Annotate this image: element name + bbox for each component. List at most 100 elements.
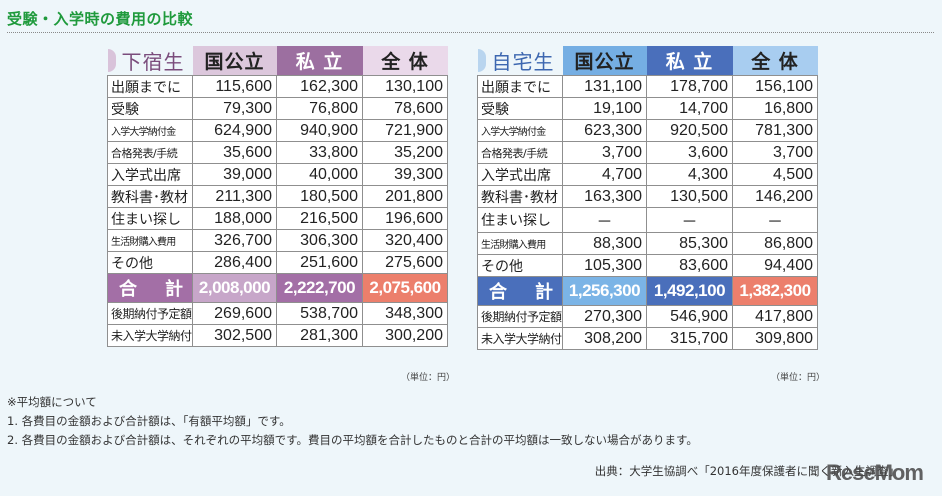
table-row: 合格発表/手続 3,700 3,600 3,700 bbox=[477, 141, 818, 164]
cell-value: 180,500 bbox=[276, 185, 363, 208]
cell-value: 39,000 bbox=[192, 163, 277, 186]
table-row: 後期納付予定額 270,300 546,900 417,800 bbox=[477, 305, 818, 328]
cell-value: 623,300 bbox=[562, 119, 647, 142]
row-label: 受験 bbox=[477, 97, 563, 120]
cell-value: 781,300 bbox=[732, 119, 818, 142]
row-label: 入学大学納付金 bbox=[107, 119, 193, 142]
cell-value: 16,800 bbox=[732, 97, 818, 120]
table-row: 住まい探し － － － bbox=[477, 207, 818, 233]
cell-value: 4,300 bbox=[646, 163, 733, 186]
total-zentai: 1,382,300 bbox=[732, 276, 818, 306]
row-label: 住まい探し bbox=[107, 207, 193, 230]
page-title: 受験・入学時の費用の比較 bbox=[7, 10, 194, 28]
row-label: 住まい探し bbox=[477, 207, 563, 233]
row-label: 生活財購入費用 bbox=[477, 232, 563, 255]
row-label: 後期納付予定額 bbox=[107, 302, 193, 325]
table-row: 合格発表/手続 35,600 33,800 35,200 bbox=[107, 141, 448, 164]
cell-value: 188,000 bbox=[192, 207, 277, 230]
cell-value: 156,100 bbox=[732, 75, 818, 98]
cell-value: 14,700 bbox=[646, 97, 733, 120]
title-divider bbox=[7, 32, 934, 33]
row-label: 未入学大学納付金 bbox=[477, 327, 563, 350]
cell-value: 270,300 bbox=[562, 305, 647, 328]
table-row: 受験 19,100 14,700 16,800 bbox=[477, 97, 818, 120]
cell-value: 105,300 bbox=[562, 254, 647, 277]
cell-value: 88,300 bbox=[562, 232, 647, 255]
cell-value: 320,400 bbox=[362, 229, 448, 252]
cell-value: 251,600 bbox=[276, 251, 363, 274]
cell-value: 4,700 bbox=[562, 163, 647, 186]
cell-value: 86,800 bbox=[732, 232, 818, 255]
row-label: 合格発表/手続 bbox=[107, 141, 193, 164]
notes-section: ※平均額について 1. 各費目の金額および合計額は、「有額平均額」です。 2. … bbox=[7, 393, 698, 450]
row-label: 出願までに bbox=[107, 75, 193, 98]
cell-value: 286,400 bbox=[192, 251, 277, 274]
cell-value: 721,900 bbox=[362, 119, 448, 142]
table-row: その他 286,400 251,600 275,600 bbox=[107, 251, 448, 274]
geshuku-table-container: 下宿生 国公立 私 立 全 体 出願までに 115,600 162,300 13… bbox=[107, 46, 448, 347]
cell-value: 940,900 bbox=[276, 119, 363, 142]
cell-value: 3,700 bbox=[562, 141, 647, 164]
cell-value: 300,200 bbox=[362, 324, 448, 347]
cell-value: － bbox=[646, 207, 733, 233]
unit-label: （単位：円） bbox=[771, 373, 826, 383]
cell-value: 35,600 bbox=[192, 141, 277, 164]
total-kokukoritsu: 2,008,000 bbox=[192, 273, 277, 303]
cell-value: 130,500 bbox=[646, 185, 733, 208]
cell-value: 33,800 bbox=[276, 141, 363, 164]
cell-value: 115,600 bbox=[192, 75, 277, 98]
total-label: 合 計 bbox=[477, 276, 563, 306]
geshuku-cost-table: 下宿生 国公立 私 立 全 体 出願までに 115,600 162,300 13… bbox=[107, 46, 448, 347]
table-row: 出願までに 115,600 162,300 130,100 bbox=[107, 75, 448, 98]
cell-value: 201,800 bbox=[362, 185, 448, 208]
cell-value: 306,300 bbox=[276, 229, 363, 252]
row-label: 教科書･教材 bbox=[477, 185, 563, 208]
unit-label: （単位：円） bbox=[401, 373, 456, 383]
row-label: 未入学大学納付金 bbox=[107, 324, 193, 347]
table-row: 入学大学納付金 624,900 940,900 721,900 bbox=[107, 119, 448, 142]
cell-value: 624,900 bbox=[192, 119, 277, 142]
cell-value: 40,000 bbox=[276, 163, 363, 186]
row-label: その他 bbox=[477, 254, 563, 277]
row-label: 受験 bbox=[107, 97, 193, 120]
cell-value: 162,300 bbox=[276, 75, 363, 98]
table-row: 生活財購入費用 88,300 85,300 86,800 bbox=[477, 232, 818, 255]
column-header-zentai: 全 体 bbox=[362, 46, 448, 76]
cell-value: 76,800 bbox=[276, 97, 363, 120]
row-label: 出願までに bbox=[477, 75, 563, 98]
cell-value: 163,300 bbox=[562, 185, 647, 208]
cell-value: 196,600 bbox=[362, 207, 448, 230]
cell-value: 920,500 bbox=[646, 119, 733, 142]
column-header-shiritsu: 私 立 bbox=[646, 46, 733, 76]
cell-value: 178,700 bbox=[646, 75, 733, 98]
cell-value: 3,700 bbox=[732, 141, 818, 164]
cell-value: 130,100 bbox=[362, 75, 448, 98]
source-citation: 出典：大学生協調べ「2016年度保護者に聞く新入生調査」 bbox=[594, 464, 900, 478]
column-header-kokukoritsu: 国公立 bbox=[562, 46, 647, 76]
table-row: 未入学大学納付金 302,500 281,300 300,200 bbox=[107, 324, 448, 347]
cell-value: 308,200 bbox=[562, 327, 647, 350]
table-row: 後期納付予定額 269,600 538,700 348,300 bbox=[107, 302, 448, 325]
total-label: 合 計 bbox=[107, 273, 193, 303]
column-header-shiritsu: 私 立 bbox=[276, 46, 363, 76]
table-row: 入学式出席 4,700 4,300 4,500 bbox=[477, 163, 818, 186]
cell-value: 19,100 bbox=[562, 97, 647, 120]
cell-value: 216,500 bbox=[276, 207, 363, 230]
row-label: 入学式出席 bbox=[477, 163, 563, 186]
cell-value: 281,300 bbox=[276, 324, 363, 347]
total-zentai: 2,075,600 bbox=[362, 273, 448, 303]
cell-value: 269,600 bbox=[192, 302, 277, 325]
cell-value: 211,300 bbox=[192, 185, 277, 208]
total-shiritsu: 2,222,700 bbox=[276, 273, 363, 303]
total-row: 合 計 2,008,000 2,222,700 2,075,600 bbox=[107, 273, 448, 303]
note-item: 2. 各費目の金額および合計額は、それぞれの平均額です。費目の平均額を合計したも… bbox=[7, 433, 698, 447]
cell-value: 83,600 bbox=[646, 254, 733, 277]
table-row: 未入学大学納付金 308,200 315,700 309,800 bbox=[477, 327, 818, 350]
cell-value: 302,500 bbox=[192, 324, 277, 347]
jitaku-cost-table: 自宅生 国公立 私 立 全 体 出願までに 131,100 178,700 15… bbox=[477, 46, 818, 350]
cell-value: 3,600 bbox=[646, 141, 733, 164]
watermark-logo: ReseMom bbox=[826, 460, 924, 485]
cell-value: 85,300 bbox=[646, 232, 733, 255]
row-label: 入学大学納付金 bbox=[477, 119, 563, 142]
cell-value: 79,300 bbox=[192, 97, 277, 120]
